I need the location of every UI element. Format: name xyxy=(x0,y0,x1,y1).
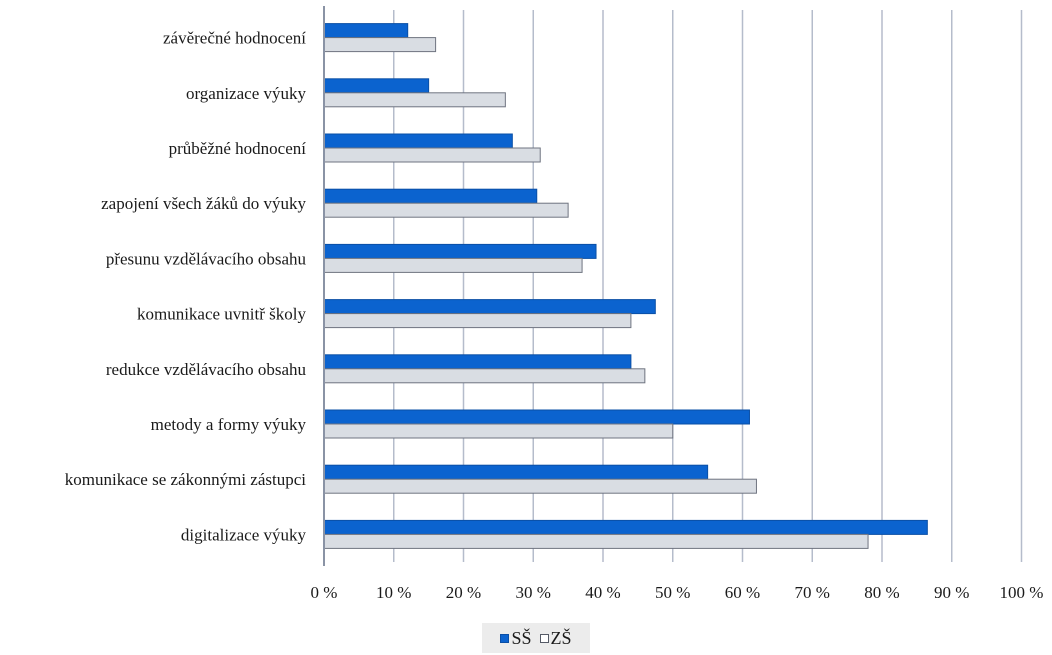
legend-item-ss: SŠ xyxy=(500,627,532,649)
bar-zs xyxy=(323,478,757,494)
bar-ss xyxy=(323,409,750,425)
bar-ss xyxy=(323,299,656,315)
bar-ss xyxy=(323,133,513,149)
legend-label-ss: SŠ xyxy=(511,627,532,648)
bar-zs xyxy=(323,37,437,53)
legend-label-zs: ZŠ xyxy=(550,627,572,648)
bar-zs xyxy=(323,92,506,108)
bar-zs xyxy=(323,147,541,163)
x-tick-label: 30 % xyxy=(516,583,551,602)
category-label: metody a formy výuky xyxy=(151,415,307,434)
bar-ss xyxy=(323,188,538,204)
x-tick-label: 40 % xyxy=(585,583,620,602)
bar-ss xyxy=(323,519,928,535)
category-label: zapojení všech žáků do výuky xyxy=(101,194,306,213)
category-label: komunikace se zákonnými zástupci xyxy=(65,470,307,489)
category-label: redukce vzdělávacího obsahu xyxy=(106,360,307,379)
bar-ss xyxy=(323,23,409,39)
category-label: závěrečné hodnocení xyxy=(163,29,306,48)
category-label: organizace výuky xyxy=(186,84,307,103)
category-label: přesunu vzdělávacího obsahu xyxy=(106,249,307,268)
bar-ss xyxy=(323,354,632,370)
legend-swatch-ss xyxy=(500,633,510,643)
x-tick-label: 20 % xyxy=(446,583,481,602)
x-tick-label: 100 % xyxy=(1000,583,1044,602)
bar-chart-svg: závěrečné hodnocení organizace výuky průbě… xyxy=(65,6,1044,602)
x-tick-label: 90 % xyxy=(934,583,969,602)
category-label: digitalizace výuky xyxy=(181,525,307,544)
bar-zs xyxy=(323,368,646,384)
bar-ss xyxy=(323,78,430,94)
x-tick-label: 70 % xyxy=(795,583,830,602)
legend-item-zs: ZŠ xyxy=(539,627,572,649)
category-label: průběžné hodnocení xyxy=(169,139,307,158)
legend-swatch-zs xyxy=(539,633,549,643)
bar-zs xyxy=(323,533,869,549)
bar-zs xyxy=(323,313,632,329)
bar-zs xyxy=(323,202,569,218)
x-tick-label: 50 % xyxy=(655,583,690,602)
category-label: komunikace uvnitř školy xyxy=(137,305,307,324)
legend: SŠ ZŠ xyxy=(482,623,590,653)
x-tick-label: 10 % xyxy=(376,583,411,602)
bar-ss xyxy=(323,464,709,480)
x-tick-label: 80 % xyxy=(864,583,899,602)
bar-zs xyxy=(323,257,583,273)
x-tick-label: 0 % xyxy=(311,583,338,602)
bar-ss xyxy=(323,243,597,259)
bar-zs xyxy=(323,423,674,439)
x-tick-label: 60 % xyxy=(725,583,760,602)
